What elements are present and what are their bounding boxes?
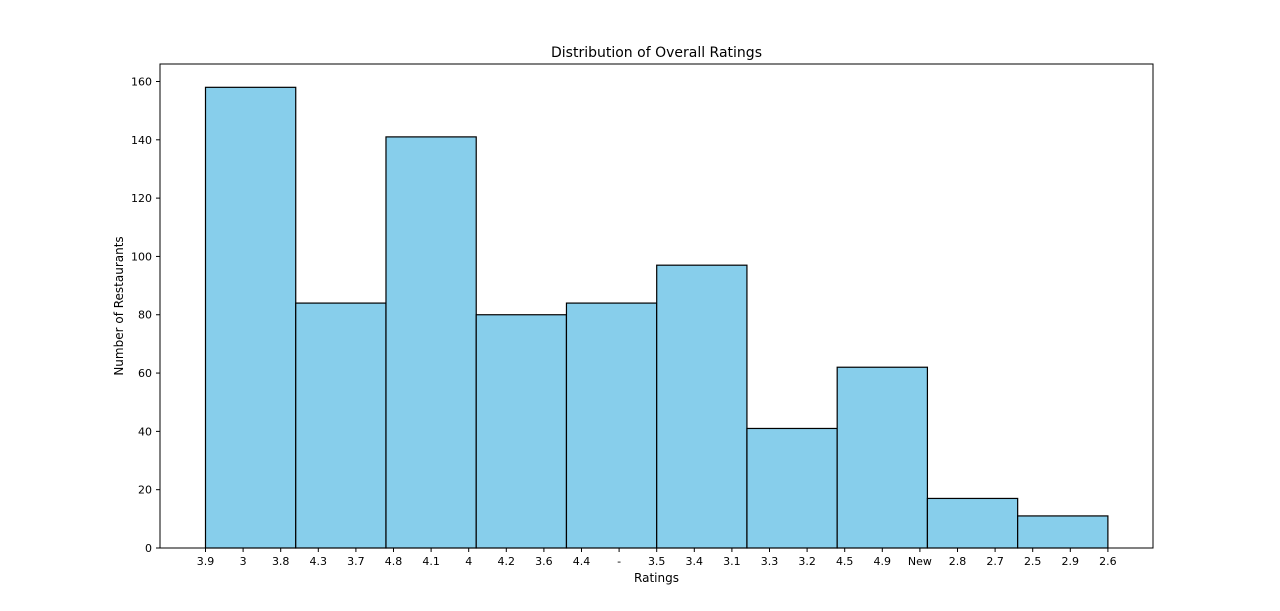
- histogram-bar-4: [475, 314, 568, 549]
- x-axis: 3.9 3 3.8 4.3 3.7 4.8 4.1 4 4.2 3.6 4.4 - 3.5 3.4 3.1 3…: [197, 548, 1117, 568]
- y-tick-label: 0: [145, 542, 152, 555]
- x-tick-label: 2.6: [1099, 555, 1117, 568]
- bars-layer: [204, 86, 1109, 549]
- y-axis: 0 20 40 60 80 100 120 140 160: [131, 75, 160, 555]
- histogram-bar-5: [565, 302, 658, 549]
- histogram-bar-9: [926, 497, 1019, 549]
- histogram-bar-2: [295, 302, 387, 549]
- x-tick-label: New: [908, 555, 932, 568]
- x-tick-label: -: [617, 555, 621, 568]
- x-tick-label: 4.5: [836, 555, 854, 568]
- x-tick-label: 2.5: [1024, 555, 1042, 568]
- x-tick-label: 4.4: [573, 555, 591, 568]
- x-tick-label: 4.1: [422, 555, 440, 568]
- y-tick-label: 140: [131, 134, 152, 147]
- x-tick-label: 2.7: [986, 555, 1004, 568]
- histogram-bar-1: [204, 86, 297, 549]
- x-tick-label: 4: [465, 555, 472, 568]
- x-tick-label: 4.8: [385, 555, 403, 568]
- y-tick-label: 100: [131, 250, 152, 263]
- y-tick-label: 20: [138, 484, 152, 497]
- y-tick-label: 40: [138, 425, 152, 438]
- x-axis-label: Ratings: [634, 571, 679, 585]
- histogram-bar-6: [656, 264, 748, 549]
- x-tick-label: 3.3: [761, 555, 779, 568]
- x-tick-label: 2.9: [1062, 555, 1080, 568]
- x-tick-label: 3.9: [197, 555, 215, 568]
- y-axis-label: Number of Restaurants: [112, 236, 126, 375]
- x-tick-label: 3.5: [648, 555, 666, 568]
- x-tick-label: 4.9: [874, 555, 892, 568]
- x-tick-label: 3.4: [686, 555, 704, 568]
- x-tick-label: 3.6: [535, 555, 553, 568]
- x-tick-label: 3.8: [272, 555, 290, 568]
- y-tick-label: 80: [138, 309, 152, 322]
- x-tick-label: 3.1: [723, 555, 741, 568]
- histogram-bar-10: [1017, 515, 1109, 549]
- x-tick-label: 3.7: [347, 555, 365, 568]
- chart-title: Distribution of Overall Ratings: [551, 45, 762, 61]
- x-tick-label: 4.2: [498, 555, 516, 568]
- histogram-bar-3: [385, 136, 477, 549]
- histogram-bar-7: [746, 427, 838, 549]
- x-tick-label: 2.8: [949, 555, 967, 568]
- histogram-bar-8: [836, 366, 929, 549]
- y-tick-label: 160: [131, 75, 152, 88]
- x-tick-label: 3: [240, 555, 247, 568]
- y-tick-label: 120: [131, 192, 152, 205]
- x-tick-label: 4.3: [310, 555, 328, 568]
- y-tick-label: 60: [138, 367, 152, 380]
- x-tick-label: 3.2: [798, 555, 816, 568]
